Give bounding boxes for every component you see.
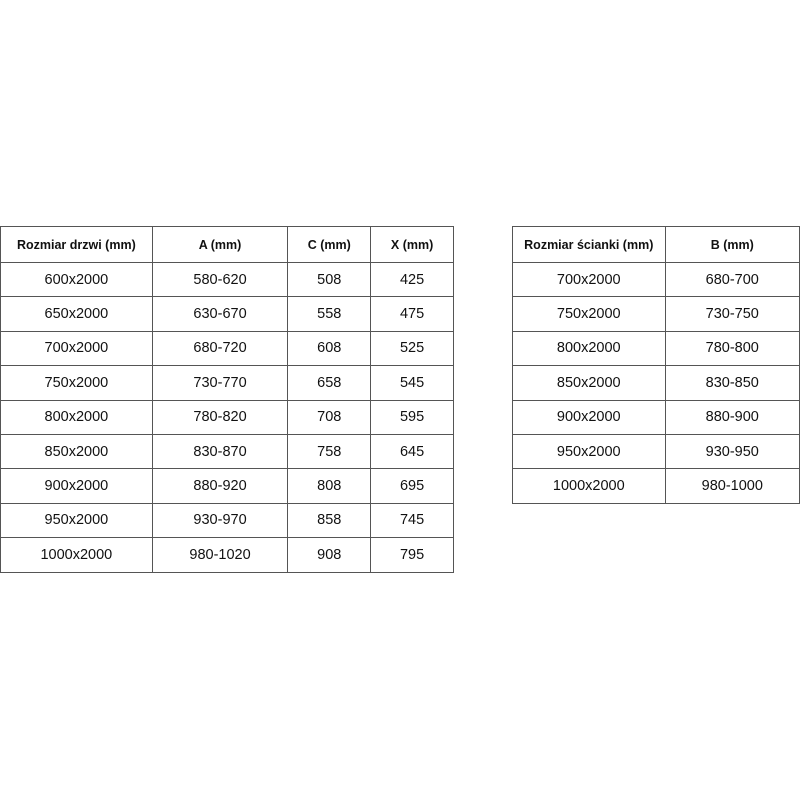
table-row: 750x2000 730-770 658 545	[0, 365, 454, 401]
table-row: 950x2000 930-950	[512, 433, 800, 470]
table-cell: 950x2000	[0, 502, 153, 539]
table-cell: 475	[370, 296, 454, 332]
table-cell: 608	[287, 330, 372, 367]
table-row: 1000x2000 980-1020 908 795	[0, 537, 454, 573]
table-cell: 980-1000	[664, 468, 800, 504]
table-row: 950x2000 930-970 858 745	[0, 502, 454, 539]
table-cell: 750x2000	[0, 365, 153, 401]
table-row: 850x2000 830-870 758 645	[0, 433, 454, 470]
table-cell: 900x2000	[512, 399, 666, 435]
header-cell: A (mm)	[151, 226, 289, 263]
table-cell: 800x2000	[0, 399, 153, 435]
table-cell: 650x2000	[0, 296, 153, 332]
table-row: 800x2000 780-820 708 595	[0, 399, 454, 435]
table-cell: 630-670	[151, 296, 289, 332]
header-cell: Rozmiar drzwi (mm)	[0, 226, 153, 263]
header-cell: Rozmiar ścianki (mm)	[512, 226, 666, 263]
table-cell: 850x2000	[512, 365, 666, 401]
table-cell: 795	[370, 537, 454, 573]
header-cell: B (mm)	[664, 226, 800, 263]
table-cell: 580-620	[151, 261, 289, 298]
table-cell: 595	[370, 399, 454, 435]
table-cell: 558	[287, 296, 372, 332]
table-cell: 600x2000	[0, 261, 153, 298]
header-row: Rozmiar ścianki (mm) B (mm)	[512, 226, 800, 263]
table-cell: 980-1020	[151, 537, 289, 573]
table-cell: 750x2000	[512, 296, 666, 332]
table-row: 750x2000 730-750	[512, 296, 800, 332]
table-cell: 700x2000	[0, 330, 153, 367]
table-row: 900x2000 880-900	[512, 399, 800, 435]
table-row: 600x2000 580-620 508 425	[0, 261, 454, 298]
table-cell: 700x2000	[512, 261, 666, 298]
table-cell: 730-750	[664, 296, 800, 332]
table-row: 800x2000 780-800	[512, 330, 800, 367]
table-cell: 908	[287, 537, 372, 573]
table-cell: 658	[287, 365, 372, 401]
table-cell: 950x2000	[512, 433, 666, 470]
table-cell: 695	[370, 468, 454, 504]
door-size-table: Rozmiar drzwi (mm) A (mm) C (mm) X (mm) 600x…	[0, 226, 454, 573]
table-cell: 900x2000	[0, 468, 153, 504]
table-row: 900x2000 880-920 808 695	[0, 468, 454, 504]
table-cell: 425	[370, 261, 454, 298]
table-cell: 680-700	[664, 261, 800, 298]
table-cell: 800x2000	[512, 330, 666, 367]
table-cell: 880-900	[664, 399, 800, 435]
table-cell: 1000x2000	[512, 468, 666, 504]
table-row: 650x2000 630-670 558 475	[0, 296, 454, 332]
table-cell: 930-970	[151, 502, 289, 539]
table-row: 700x2000 680-700	[512, 261, 800, 298]
table-cell: 508	[287, 261, 372, 298]
table-cell: 758	[287, 433, 372, 470]
header-cell: X (mm)	[370, 226, 454, 263]
table-cell: 830-870	[151, 433, 289, 470]
table-cell: 730-770	[151, 365, 289, 401]
header-row: Rozmiar drzwi (mm) A (mm) C (mm) X (mm)	[0, 226, 454, 263]
table-cell: 745	[370, 502, 454, 539]
table-row: 700x2000 680-720 608 525	[0, 330, 454, 367]
table-cell: 880-920	[151, 468, 289, 504]
table-cell: 780-800	[664, 330, 800, 367]
table-cell: 930-950	[664, 433, 800, 470]
table-cell: 830-850	[664, 365, 800, 401]
table-cell: 645	[370, 433, 454, 470]
table-cell: 858	[287, 502, 372, 539]
panel-size-table: Rozmiar ścianki (mm) B (mm) 700x2000 680-70…	[512, 226, 800, 504]
table-cell: 680-720	[151, 330, 289, 367]
table-cell: 1000x2000	[0, 537, 153, 573]
table-cell: 808	[287, 468, 372, 504]
table-cell: 545	[370, 365, 454, 401]
table-row: 1000x2000 980-1000	[512, 468, 800, 504]
table-cell: 850x2000	[0, 433, 153, 470]
table-cell: 525	[370, 330, 454, 367]
table-row: 850x2000 830-850	[512, 365, 800, 401]
table-cell: 708	[287, 399, 372, 435]
table-cell: 780-820	[151, 399, 289, 435]
header-cell: C (mm)	[287, 226, 372, 263]
